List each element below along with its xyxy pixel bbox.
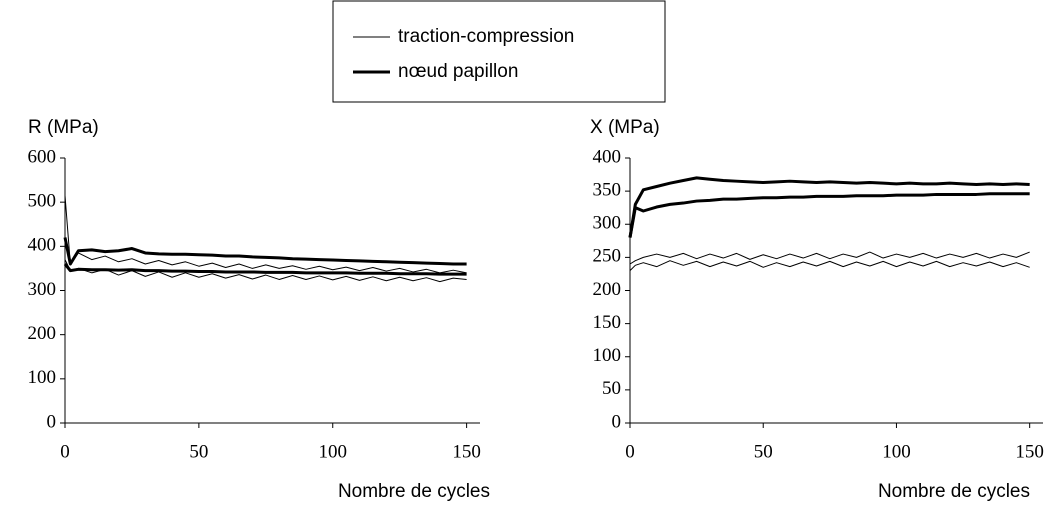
x-tick-label: 50	[189, 441, 208, 462]
y-tick-label: 150	[593, 312, 622, 333]
y-tick-label: 100	[593, 345, 622, 366]
y-tick-label: 500	[28, 191, 57, 212]
y-tick-label: 600	[28, 146, 57, 167]
x-tick-label: 150	[452, 441, 481, 462]
data-line	[63, 263, 467, 276]
y-tick-label: 100	[28, 367, 57, 388]
data-line	[628, 176, 1030, 238]
data-line	[629, 251, 1030, 265]
y-tick-label: 200	[28, 323, 57, 344]
data-line	[64, 259, 467, 283]
y-tick-label: 50	[602, 378, 621, 399]
x-tick-label: 0	[60, 441, 70, 462]
x-tick-label: 0	[625, 441, 635, 462]
x-axis-label: Nombre de cycles	[878, 481, 1030, 502]
x-tick-label: 100	[882, 441, 911, 462]
data-line	[628, 192, 1030, 238]
y-tick-label: 400	[28, 235, 57, 256]
y-tick-label: 0	[47, 411, 57, 432]
data-line	[63, 237, 467, 266]
x-tick-label: 100	[318, 441, 347, 462]
legend-label: traction-compression	[398, 26, 574, 47]
x-tick-label: 150	[1015, 441, 1044, 462]
legend-label: nœud papillon	[398, 61, 518, 82]
legend-box	[332, 0, 666, 103]
data-line	[64, 195, 467, 274]
y-tick-label: 250	[593, 246, 622, 267]
y-tick-label: 200	[593, 279, 622, 300]
x-axis-label: Nombre de cycles	[338, 481, 490, 502]
y-tick-label: 350	[593, 179, 622, 200]
y-tick-label: 300	[593, 213, 622, 234]
y-tick-label: 300	[28, 279, 57, 300]
y-tick-label: 0	[612, 411, 622, 432]
x-tick-label: 50	[754, 441, 773, 462]
y-axis-label: R (MPa)	[28, 117, 99, 138]
y-axis-label: X (MPa)	[590, 117, 660, 138]
y-tick-label: 400	[593, 146, 622, 167]
data-line	[629, 260, 1030, 271]
